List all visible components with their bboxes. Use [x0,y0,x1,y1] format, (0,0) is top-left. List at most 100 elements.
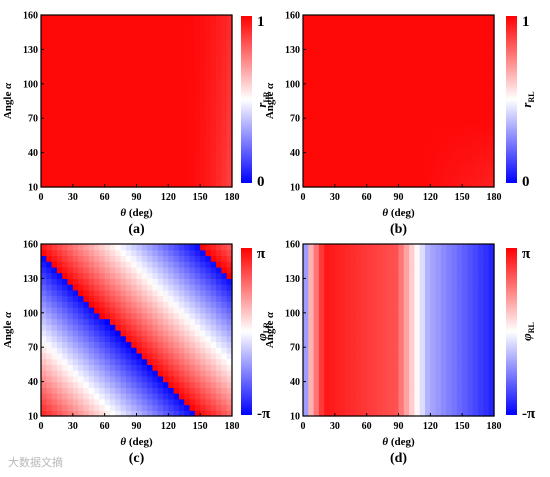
heatmap-cell [387,347,394,354]
heatmap-cell [46,181,53,188]
heatmap-cell [451,261,458,268]
heatmap-cell [430,123,437,131]
heatmap-cell [329,78,336,85]
heatmap-cell [456,295,463,302]
heatmap-cell [340,301,347,308]
heatmap-cell [104,49,111,56]
heatmap-cell [78,26,85,33]
y-tick-label: 10 [28,412,38,423]
heatmap-cell [409,324,416,331]
heatmap-cell [83,375,90,383]
heatmap-cell [189,101,196,108]
heatmap-cell [72,358,79,365]
heatmap-cell [303,278,309,285]
heatmap-cell [141,26,148,33]
heatmap-cell [446,141,453,148]
heatmap-cell [173,101,180,108]
heatmap-cell [382,261,389,268]
heatmap-cell [152,118,159,125]
heatmap-cell [210,266,217,274]
heatmap-cell [72,352,79,360]
heatmap-cell [131,169,138,177]
heatmap-cell [136,135,143,142]
heatmap-cell [371,112,378,119]
heatmap-cell [478,312,484,320]
heatmap-cell [120,66,127,73]
heatmap-cell [120,83,127,91]
heatmap-cell [178,60,185,68]
heatmap-cell [488,307,495,314]
heatmap-cell [168,410,175,417]
heatmap-cell [157,20,164,28]
heatmap-cell [83,66,90,73]
heatmap-cell [104,129,111,136]
heatmap-cell [163,112,169,119]
heatmap-cell [46,101,53,108]
heatmap-cell [72,83,79,91]
heatmap-cell [216,347,222,354]
heatmap-cell [318,158,325,165]
heatmap-cell [414,60,421,68]
heatmap-cell [115,289,122,297]
heatmap-cell [308,135,315,142]
heatmap-cell [430,364,437,371]
heatmap-cell [210,26,217,33]
heatmap-cell [72,169,79,177]
heatmap-cell [94,295,100,302]
heatmap-cell [303,66,309,73]
heatmap-cell [308,146,315,154]
heatmap-cell [446,152,453,159]
heatmap-cell [456,347,463,354]
heatmap-cell [308,26,315,33]
heatmap-cell [200,330,207,337]
heatmap-cell [216,72,222,79]
heatmap-cell [62,318,69,325]
heatmap-cell [109,20,116,28]
heatmap-cell [483,95,490,102]
heatmap-cell [303,169,309,177]
heatmap-cell [456,387,463,394]
heatmap-cell [478,352,484,360]
heatmap-cell [324,393,331,400]
heatmap-cell [67,295,74,302]
heatmap-cell [478,83,484,91]
heatmap-cell [125,244,132,251]
heatmap-cell [488,318,495,325]
heatmap-cell [78,72,85,79]
heatmap-cell [435,15,442,22]
heatmap-cell [435,175,442,182]
heatmap-cell [56,312,63,320]
heatmap-cell [393,60,400,68]
heatmap-cell [221,101,228,108]
heatmap-cell [440,55,447,62]
heatmap-cell [371,164,378,171]
heatmap-cell [78,129,85,136]
heatmap-cell [109,358,116,365]
heatmap-cell [41,55,47,62]
heatmap-cell [120,78,127,85]
heatmap-cell [377,387,384,394]
heatmap-cell [210,72,217,79]
heatmap-cell [147,358,154,365]
heatmap-cell [189,66,196,73]
heatmap-cell [125,358,132,365]
heatmap-cell [398,141,405,148]
heatmap-cell [382,175,389,182]
heatmap-cell [147,146,154,154]
heatmap-cell [414,364,421,371]
heatmap-cell [131,26,138,33]
heatmap-cell [303,324,309,331]
heatmap-cell [178,335,185,343]
heatmap-cell [329,112,336,119]
heatmap-cell [83,352,90,360]
x-tick-label: 60 [100,192,110,203]
heatmap-cell [387,364,394,371]
heatmap-cell [115,66,122,73]
heatmap-cell [440,301,447,308]
heatmap-cell [147,141,154,148]
heatmap-cell [131,49,138,56]
heatmap-cell [430,398,437,406]
heatmap-cell [67,352,74,360]
heatmap-cell [467,26,474,33]
heatmap-cell [184,352,191,360]
